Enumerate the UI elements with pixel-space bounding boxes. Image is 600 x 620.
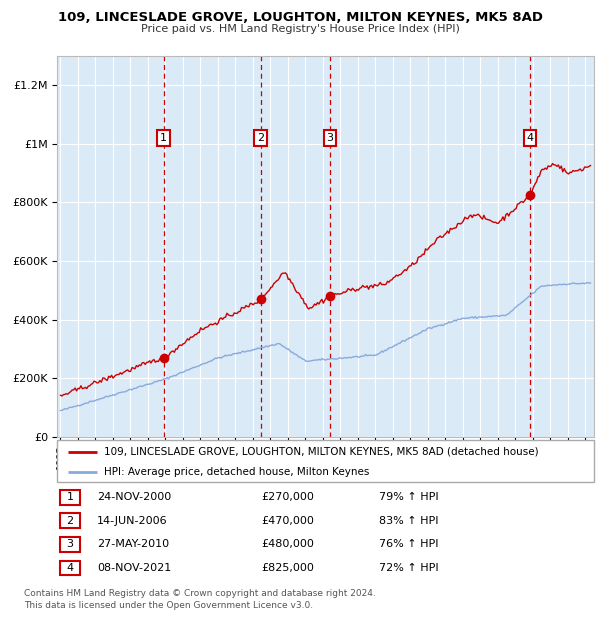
Text: 109, LINCESLADE GROVE, LOUGHTON, MILTON KEYNES, MK5 8AD (detached house): 109, LINCESLADE GROVE, LOUGHTON, MILTON … xyxy=(104,446,539,456)
FancyBboxPatch shape xyxy=(59,537,80,552)
FancyBboxPatch shape xyxy=(59,560,80,575)
Text: This data is licensed under the Open Government Licence v3.0.: This data is licensed under the Open Gov… xyxy=(24,601,313,609)
Text: 109, LINCESLADE GROVE, LOUGHTON, MILTON KEYNES, MK5 8AD: 109, LINCESLADE GROVE, LOUGHTON, MILTON … xyxy=(58,11,542,24)
Text: 72% ↑ HPI: 72% ↑ HPI xyxy=(379,563,439,573)
Text: 4: 4 xyxy=(67,563,73,573)
Text: 79% ↑ HPI: 79% ↑ HPI xyxy=(379,492,439,502)
Text: HPI: Average price, detached house, Milton Keynes: HPI: Average price, detached house, Milt… xyxy=(104,467,370,477)
Text: 27-MAY-2010: 27-MAY-2010 xyxy=(97,539,169,549)
Text: 3: 3 xyxy=(67,539,73,549)
Text: 08-NOV-2021: 08-NOV-2021 xyxy=(97,563,172,573)
Text: £480,000: £480,000 xyxy=(261,539,314,549)
Text: £470,000: £470,000 xyxy=(261,516,314,526)
Text: 76% ↑ HPI: 76% ↑ HPI xyxy=(379,539,439,549)
FancyBboxPatch shape xyxy=(59,490,80,505)
Text: 24-NOV-2000: 24-NOV-2000 xyxy=(97,492,172,502)
Text: 1: 1 xyxy=(160,133,167,143)
Text: 1: 1 xyxy=(67,492,73,502)
Text: Price paid vs. HM Land Registry's House Price Index (HPI): Price paid vs. HM Land Registry's House … xyxy=(140,24,460,33)
Text: Contains HM Land Registry data © Crown copyright and database right 2024.: Contains HM Land Registry data © Crown c… xyxy=(24,590,376,598)
FancyBboxPatch shape xyxy=(57,440,594,482)
Text: 2: 2 xyxy=(67,516,73,526)
Text: 4: 4 xyxy=(527,133,534,143)
Text: 83% ↑ HPI: 83% ↑ HPI xyxy=(379,516,439,526)
Text: 3: 3 xyxy=(326,133,334,143)
Text: 14-JUN-2006: 14-JUN-2006 xyxy=(97,516,168,526)
Text: £270,000: £270,000 xyxy=(261,492,314,502)
Text: £825,000: £825,000 xyxy=(261,563,314,573)
Text: 2: 2 xyxy=(257,133,265,143)
FancyBboxPatch shape xyxy=(59,513,80,528)
